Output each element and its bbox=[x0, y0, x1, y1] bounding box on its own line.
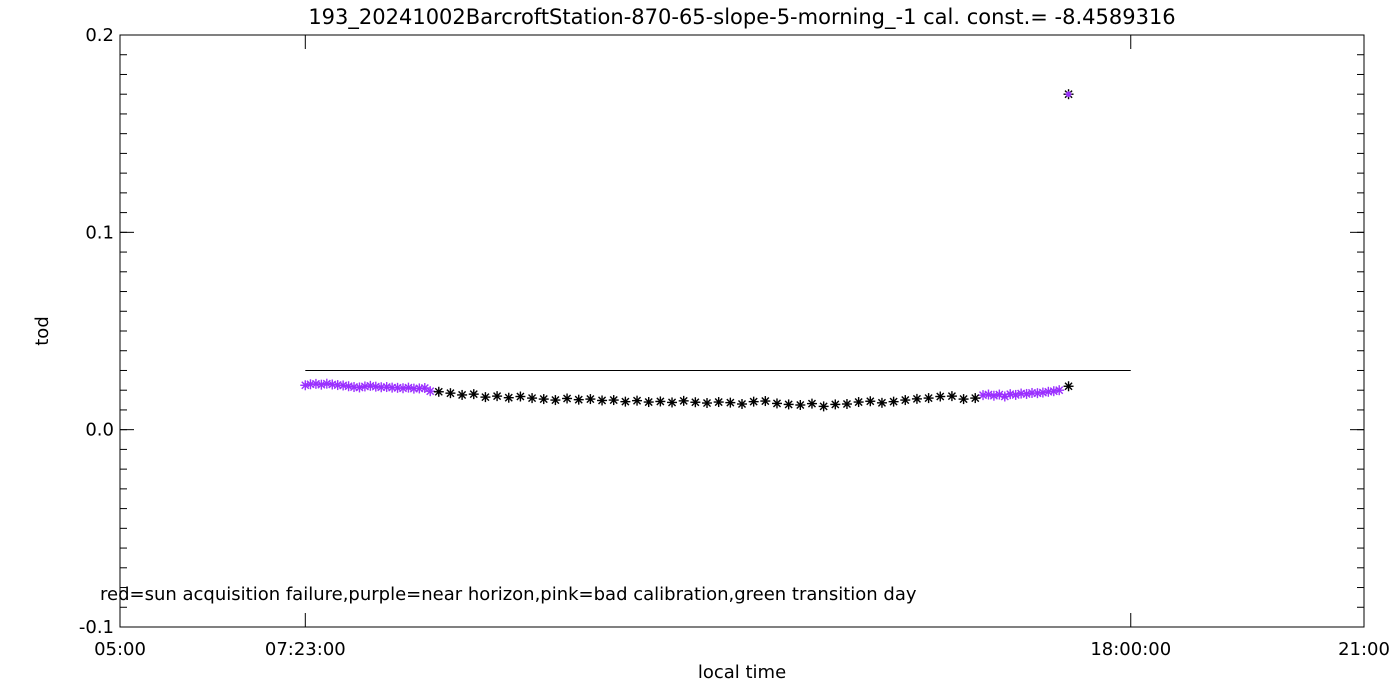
data-point bbox=[841, 399, 852, 410]
data-point bbox=[923, 393, 934, 404]
data-point bbox=[468, 389, 479, 400]
data-point bbox=[970, 393, 981, 404]
data-point bbox=[655, 396, 666, 407]
data-point bbox=[771, 398, 782, 409]
data-point bbox=[737, 399, 747, 410]
data-point bbox=[783, 399, 794, 410]
y-tick-labels: -0.1 0.0 0.1 0.2 bbox=[79, 25, 114, 638]
data-point bbox=[480, 392, 491, 403]
y-axis-label: tod bbox=[32, 316, 53, 346]
data-point bbox=[585, 394, 596, 405]
data-point bbox=[643, 397, 654, 408]
data-point bbox=[457, 389, 468, 400]
major-ticks bbox=[119, 34, 1365, 628]
data-point bbox=[978, 390, 989, 401]
data-point bbox=[678, 395, 689, 406]
data-point bbox=[946, 391, 957, 402]
data-point bbox=[667, 397, 678, 408]
x-tick-labels: 05:00 07:23:00 18:00:00 21:00 bbox=[94, 639, 1390, 660]
data-point bbox=[343, 381, 354, 392]
minor-ticks bbox=[120, 34, 1364, 628]
data-point bbox=[632, 395, 643, 406]
data-point bbox=[1063, 381, 1074, 392]
data-point bbox=[597, 395, 608, 406]
data-point bbox=[853, 397, 864, 408]
data-point bbox=[445, 388, 456, 399]
data-point bbox=[354, 382, 365, 393]
data-point bbox=[492, 391, 503, 402]
data-point bbox=[865, 396, 876, 407]
data-point bbox=[550, 395, 561, 406]
x-tick-label: 21:00 bbox=[1338, 639, 1390, 660]
data-point bbox=[562, 393, 573, 404]
data-point bbox=[425, 386, 436, 397]
data-point bbox=[935, 391, 946, 402]
data-point bbox=[900, 395, 911, 406]
data-point bbox=[876, 397, 887, 408]
data-point bbox=[702, 398, 713, 409]
data-point bbox=[795, 400, 806, 410]
data-point bbox=[538, 394, 549, 405]
data-point bbox=[573, 394, 584, 405]
chart-title: 193_20241002BarcroftStation-870-65-slope… bbox=[308, 5, 1175, 30]
y-tick-label: 0.2 bbox=[85, 25, 114, 46]
data-point bbox=[1065, 91, 1072, 98]
data-point bbox=[620, 396, 631, 407]
data-point bbox=[527, 393, 538, 404]
data-point bbox=[1054, 385, 1065, 396]
plot-frame bbox=[119, 34, 1365, 628]
data-point bbox=[818, 401, 829, 412]
x-tick-label: 07:23:00 bbox=[265, 639, 346, 660]
data-point bbox=[748, 396, 759, 407]
data-point bbox=[713, 397, 724, 408]
y-tick-label: 0.0 bbox=[85, 420, 114, 441]
data-point bbox=[690, 397, 701, 408]
y-tick-label: 0.1 bbox=[85, 222, 114, 243]
data-point bbox=[725, 397, 736, 408]
data-point bbox=[911, 393, 922, 404]
data-point bbox=[608, 395, 619, 406]
data-point bbox=[760, 396, 771, 407]
color-legend-note: red=sun acquisition failure,purple=near … bbox=[100, 584, 917, 605]
x-tick-label: 05:00 bbox=[94, 639, 146, 660]
plot-border bbox=[119, 34, 1365, 628]
data-point bbox=[433, 386, 444, 397]
data-points bbox=[300, 89, 1074, 412]
data-point bbox=[419, 383, 430, 394]
x-axis-label: local time bbox=[698, 662, 786, 683]
data-point bbox=[830, 399, 841, 410]
x-tick-label: 18:00:00 bbox=[1090, 639, 1171, 660]
data-point bbox=[515, 391, 526, 402]
data-point bbox=[806, 398, 817, 409]
data-point bbox=[888, 396, 899, 407]
data-point bbox=[503, 392, 514, 403]
y-tick-label: -0.1 bbox=[79, 617, 114, 638]
data-point bbox=[958, 394, 969, 405]
